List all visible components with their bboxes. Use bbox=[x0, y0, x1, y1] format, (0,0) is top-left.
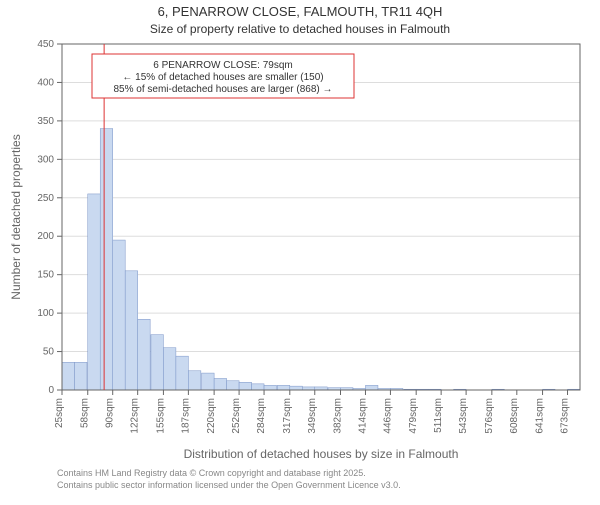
x-tick-label: 446sqm bbox=[382, 398, 393, 434]
histogram-bar bbox=[100, 129, 112, 390]
x-tick-label: 641sqm bbox=[535, 398, 546, 434]
chart-title-2: Size of property relative to detached ho… bbox=[150, 22, 450, 36]
x-tick-label: 122sqm bbox=[130, 398, 141, 434]
x-tick-label: 511sqm bbox=[433, 398, 444, 433]
x-tick-label: 155sqm bbox=[155, 398, 166, 434]
histogram-bar bbox=[62, 362, 74, 390]
histogram-bar bbox=[88, 194, 100, 390]
x-tick-label: 382sqm bbox=[333, 398, 344, 434]
y-tick-label: 0 bbox=[48, 385, 54, 396]
chart-title-1: 6, PENARROW CLOSE, FALMOUTH, TR11 4QH bbox=[158, 4, 443, 19]
annotation-line: 85% of semi-detached houses are larger (… bbox=[113, 84, 332, 95]
x-tick-label: 220sqm bbox=[206, 398, 217, 434]
histogram-bar bbox=[188, 371, 200, 390]
y-tick-label: 100 bbox=[37, 308, 54, 319]
y-tick-label: 350 bbox=[37, 116, 54, 127]
annotation-line: ← 15% of detached houses are smaller (15… bbox=[122, 72, 323, 83]
x-tick-label: 673sqm bbox=[560, 398, 571, 434]
x-tick-label: 187sqm bbox=[180, 398, 191, 434]
y-tick-label: 400 bbox=[37, 77, 54, 88]
y-tick-label: 250 bbox=[37, 193, 54, 204]
y-tick-label: 50 bbox=[43, 347, 55, 358]
x-tick-label: 608sqm bbox=[509, 398, 520, 434]
x-tick-label: 317sqm bbox=[282, 398, 293, 434]
x-tick-label: 284sqm bbox=[256, 398, 267, 434]
x-tick-label: 479sqm bbox=[408, 398, 419, 434]
x-axis-label: Distribution of detached houses by size … bbox=[184, 447, 459, 461]
histogram-bar bbox=[176, 356, 188, 390]
x-tick-label: 349sqm bbox=[307, 398, 318, 434]
y-tick-label: 150 bbox=[37, 270, 54, 281]
histogram-bar bbox=[113, 240, 125, 390]
histogram-bar bbox=[239, 382, 251, 390]
histogram-bar bbox=[290, 386, 302, 390]
x-tick-label: 25sqm bbox=[54, 398, 65, 428]
x-tick-label: 90sqm bbox=[105, 398, 116, 428]
x-tick-label: 252sqm bbox=[231, 398, 242, 434]
annotation-line: 6 PENARROW CLOSE: 79sqm bbox=[153, 60, 292, 71]
histogram-bar bbox=[264, 385, 276, 390]
histogram-bar bbox=[151, 335, 163, 390]
histogram-bar bbox=[214, 378, 226, 390]
histogram-bar bbox=[365, 385, 377, 390]
x-tick-label: 414sqm bbox=[357, 398, 368, 434]
histogram-bar bbox=[277, 385, 289, 390]
histogram-bar bbox=[163, 348, 175, 390]
y-axis-label: Number of detached properties bbox=[9, 134, 23, 299]
footer-line: Contains public sector information licen… bbox=[57, 480, 401, 490]
histogram-bar bbox=[138, 319, 150, 390]
y-tick-label: 200 bbox=[37, 231, 54, 242]
histogram-bar bbox=[227, 381, 239, 390]
histogram-bar bbox=[252, 384, 264, 390]
histogram-chart: 6, PENARROW CLOSE, FALMOUTH, TR11 4QH Siz… bbox=[0, 0, 600, 500]
chart-container: 6, PENARROW CLOSE, FALMOUTH, TR11 4QH Siz… bbox=[0, 0, 600, 500]
footer-line: Contains HM Land Registry data © Crown c… bbox=[57, 468, 366, 478]
y-tick-label: 300 bbox=[37, 154, 54, 165]
histogram-bar bbox=[125, 271, 137, 390]
histogram-bar bbox=[202, 373, 214, 390]
histogram-bar bbox=[74, 362, 86, 390]
y-tick-label: 450 bbox=[37, 39, 54, 50]
x-tick-label: 58sqm bbox=[80, 398, 91, 428]
x-tick-label: 576sqm bbox=[484, 398, 495, 434]
x-tick-label: 543sqm bbox=[458, 398, 469, 434]
